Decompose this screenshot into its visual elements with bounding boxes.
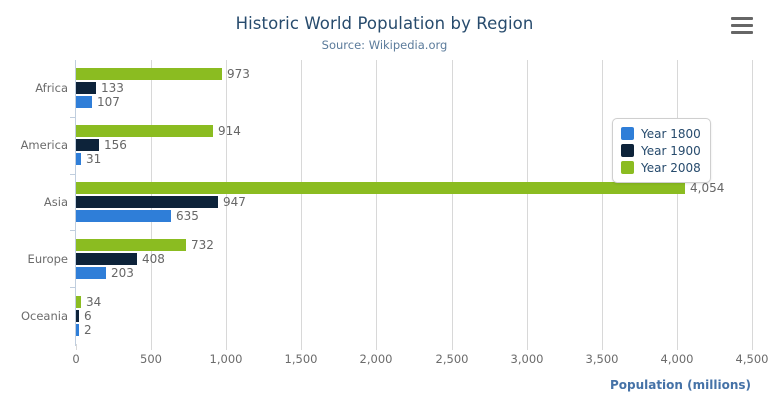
chart-title: Historic World Population by Region [235,14,534,33]
chart-subtitle: Source: Wikipedia.org [321,38,448,52]
x-axis-tick [527,344,528,350]
bar-value-label: 133 [101,81,124,95]
bar[interactable] [76,139,99,151]
legend-item[interactable]: Year 2008 [621,159,701,176]
y-axis-category-label: Europe [27,252,68,266]
bar-value-label: 947 [223,195,246,209]
menu-bar-3 [731,31,753,34]
legend-color-swatch [621,144,634,157]
bar-value-label: 34 [86,295,102,309]
y-axis-tick [70,230,76,231]
bar-value-label: 973 [227,67,250,81]
bar-value-label: 914 [218,124,241,138]
x-axis-tick [151,344,152,350]
x-axis-tick [752,344,753,350]
legend-item[interactable]: Year 1900 [621,142,701,159]
x-axis-tick [226,344,227,350]
bar[interactable] [76,196,218,208]
legend-label: Year 1900 [641,143,701,158]
x-axis-tick-label: 1,500 [284,352,318,366]
y-axis-tick [70,287,76,288]
plot-area: 973 133 107 914 156 31 4,054 947 635 732 408 203 34 6… [76,60,753,344]
gridline [527,60,528,344]
bar-value-label: 107 [97,95,120,109]
x-axis-tick [76,344,77,350]
menu-bar-1 [731,17,753,20]
bar[interactable] [76,210,171,222]
bar-value-label: 732 [191,238,214,252]
y-axis-category-label: America [20,138,68,152]
legend-label: Year 1800 [641,126,701,141]
bar-value-label: 635 [176,209,199,223]
legend-color-swatch [621,127,634,140]
bar[interactable] [76,68,222,80]
gridline [602,60,603,344]
x-axis-tick-label: 0 [72,352,80,366]
bar-value-label: 6 [84,309,92,323]
y-axis-tick [70,117,76,118]
y-axis-category-label: Oceania [20,309,68,323]
y-axis-tick [70,174,76,175]
legend-color-swatch [621,161,634,174]
bar-value-label: 203 [111,266,134,280]
x-axis-title: Population (millions) [609,378,751,392]
x-axis-tick-label: 3,000 [510,352,544,366]
bar-value-label: 408 [142,252,165,266]
bar[interactable] [76,267,106,279]
x-axis-tick-label: 2,500 [435,352,469,366]
x-axis-tick-label: 4,500 [735,352,769,366]
x-axis-tick [677,344,678,350]
bar-value-label: 156 [104,138,127,152]
gridline [677,60,678,344]
y-axis-category-label: Africa [35,81,68,95]
bar[interactable] [76,125,213,137]
bar[interactable] [76,182,685,194]
bar[interactable] [76,239,186,251]
bar[interactable] [76,324,79,336]
x-axis-tick [452,344,453,350]
x-axis-tick [301,344,302,350]
gridline [452,60,453,344]
legend-item[interactable]: Year 1800 [621,125,701,142]
gridline [301,60,302,344]
y-axis-line [75,60,76,346]
bar[interactable] [76,82,96,94]
x-axis-tick-label: 1,000 [209,352,243,366]
gridline [226,60,227,344]
gridline [752,60,753,344]
x-axis-tick-label: 4,000 [660,352,694,366]
x-axis-tick-label: 2,000 [359,352,393,366]
bar-value-label: 2 [84,323,92,337]
bar[interactable] [76,96,92,108]
bar[interactable] [76,153,81,165]
x-axis-tick [376,344,377,350]
bar[interactable] [76,296,81,308]
y-axis-category-label: Asia [43,195,68,209]
chart-legend: Year 1800 Year 1900 Year 2008 [612,118,711,183]
legend-label: Year 2008 [641,160,701,175]
x-axis-tick-label: 3,500 [585,352,619,366]
bar[interactable] [76,310,79,322]
bar[interactable] [76,253,137,265]
menu-bar-2 [731,24,753,27]
bar-value-label: 4,054 [690,181,725,195]
x-axis-tick [602,344,603,350]
x-axis-tick-label: 500 [140,352,162,366]
hamburger-menu-icon[interactable] [731,17,753,35]
bar-value-label: 31 [86,152,102,166]
gridline [376,60,377,344]
